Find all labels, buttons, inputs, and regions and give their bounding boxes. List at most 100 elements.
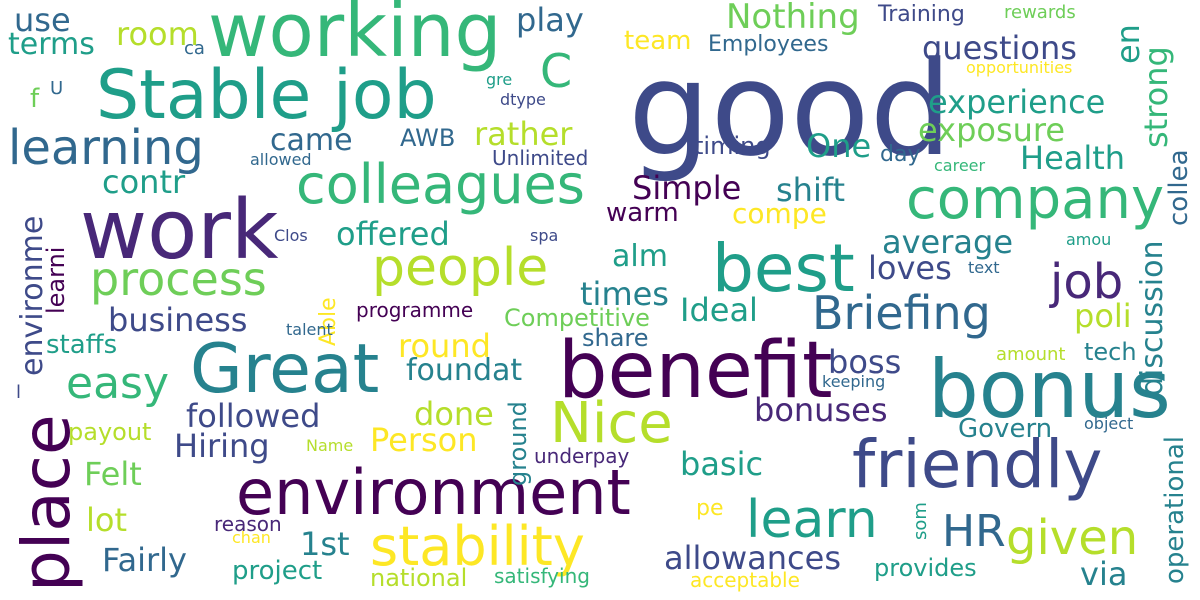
word-people: people bbox=[372, 238, 549, 298]
word-chan: chan bbox=[232, 528, 271, 547]
word-questions: questions bbox=[922, 29, 1077, 67]
word-talent: talent bbox=[286, 320, 333, 339]
word-alm: alm bbox=[612, 239, 668, 274]
word-underpay: underpay bbox=[534, 444, 630, 468]
word-average: average bbox=[882, 223, 1013, 261]
word-colleagues: colleagues bbox=[296, 153, 585, 216]
word-came: came bbox=[270, 123, 353, 158]
word-u: U bbox=[50, 78, 64, 99]
word-career: career bbox=[934, 156, 986, 175]
word-text: text bbox=[968, 258, 1000, 277]
word-briefing: Briefing bbox=[812, 286, 991, 340]
word-strong: strong bbox=[1137, 46, 1175, 148]
word-times: times bbox=[580, 275, 669, 313]
word-rewards: rewards bbox=[1004, 2, 1076, 23]
word-stability: stability bbox=[370, 515, 585, 578]
word-bonus: bonus bbox=[928, 343, 1171, 436]
word-unlimited: Unlimited bbox=[492, 146, 589, 170]
word-day: day bbox=[880, 142, 921, 167]
word-training: Training bbox=[878, 2, 965, 27]
word-allowances: allowances bbox=[664, 539, 841, 577]
word-hr: HR bbox=[942, 506, 1006, 557]
word-felt: Felt bbox=[84, 455, 142, 493]
word-ideal: Ideal bbox=[680, 291, 758, 329]
word-exposure: exposure bbox=[918, 111, 1066, 149]
word-basic: basic bbox=[680, 445, 764, 483]
word-best: best bbox=[712, 230, 855, 307]
word-offered: offered bbox=[336, 215, 450, 253]
word-ground: ground bbox=[504, 401, 532, 486]
word-fairly: Fairly bbox=[102, 541, 187, 579]
word-good: good bbox=[628, 33, 953, 185]
word-share: share bbox=[582, 324, 649, 352]
word-ca: ca bbox=[184, 38, 205, 59]
word-health: Health bbox=[1020, 139, 1126, 177]
word-som: som bbox=[910, 502, 931, 540]
word-benefit: benefit bbox=[558, 326, 833, 416]
word-timing: timing bbox=[694, 132, 771, 160]
word-programme: programme bbox=[356, 298, 474, 322]
word-project: project bbox=[232, 556, 323, 586]
word-followed: followed bbox=[186, 397, 321, 435]
word-name: Name bbox=[306, 436, 354, 455]
word-learn: learn bbox=[746, 490, 878, 550]
word-easy: easy bbox=[66, 358, 169, 409]
word-foundat: foundat bbox=[406, 353, 523, 388]
word-stable-job: Stable job bbox=[96, 56, 437, 135]
word-friendly: friendly bbox=[852, 426, 1103, 503]
word-person: Person bbox=[370, 421, 478, 459]
word-amount: amount bbox=[996, 344, 1066, 365]
word-lot: lot bbox=[86, 501, 128, 539]
word-keeping: keeping bbox=[822, 372, 886, 391]
word-object: object bbox=[1084, 414, 1134, 433]
word-national: national bbox=[370, 564, 468, 592]
word-work: work bbox=[80, 183, 279, 278]
word-spa: spa bbox=[530, 226, 559, 245]
word-discussion: discussion bbox=[1135, 240, 1170, 396]
word-done: done bbox=[414, 395, 494, 433]
word-working: working bbox=[208, 0, 502, 74]
word-collea: collea bbox=[1164, 149, 1194, 226]
word-hiring: Hiring bbox=[174, 427, 270, 465]
word-reason: reason bbox=[214, 512, 282, 536]
word-clos: Clos bbox=[274, 226, 308, 245]
word-contr: contr bbox=[102, 163, 186, 201]
word-compe: compe bbox=[732, 197, 827, 230]
word-team: team bbox=[624, 26, 692, 56]
word-great: Great bbox=[190, 330, 380, 409]
word-play: play bbox=[516, 1, 584, 39]
word-f: f bbox=[30, 84, 40, 114]
word-employees: Employees bbox=[708, 32, 829, 57]
word-govern: Govern bbox=[958, 414, 1053, 444]
word-process: process bbox=[90, 252, 267, 306]
word-competitive: Competitive bbox=[504, 304, 650, 332]
word-staffs: staffs bbox=[46, 330, 118, 360]
word-company: company bbox=[906, 167, 1165, 232]
word-simple: Simple bbox=[632, 169, 742, 207]
word-amou: amou bbox=[1066, 230, 1112, 249]
word-given: given bbox=[1006, 510, 1139, 566]
word-warm: warm bbox=[606, 198, 679, 228]
word-c: C bbox=[540, 44, 573, 98]
word-one: One bbox=[806, 127, 872, 165]
word-nothing: Nothing bbox=[726, 0, 860, 37]
word-room: room bbox=[116, 15, 199, 53]
word-allowed: allowed bbox=[250, 150, 312, 169]
word-learni: learni bbox=[42, 246, 70, 314]
word-satisfying: satisfying bbox=[494, 564, 590, 588]
word-shift: shift bbox=[776, 171, 846, 209]
word-job: job bbox=[1050, 254, 1124, 310]
word-business: business bbox=[108, 301, 248, 339]
word-payout: payout bbox=[68, 418, 152, 446]
word-tech: tech bbox=[1084, 338, 1137, 366]
word-awb: AWB bbox=[400, 124, 456, 152]
word-learning: learning bbox=[8, 120, 204, 176]
word-1st: 1st bbox=[300, 525, 350, 563]
word-gre: gre bbox=[486, 70, 513, 89]
word-boss: boss bbox=[828, 343, 902, 381]
word-environment: environment bbox=[236, 456, 631, 529]
word-experience: experience bbox=[928, 83, 1106, 121]
word-loves: loves bbox=[868, 249, 952, 287]
word-opportunities: opportunities bbox=[966, 58, 1073, 77]
